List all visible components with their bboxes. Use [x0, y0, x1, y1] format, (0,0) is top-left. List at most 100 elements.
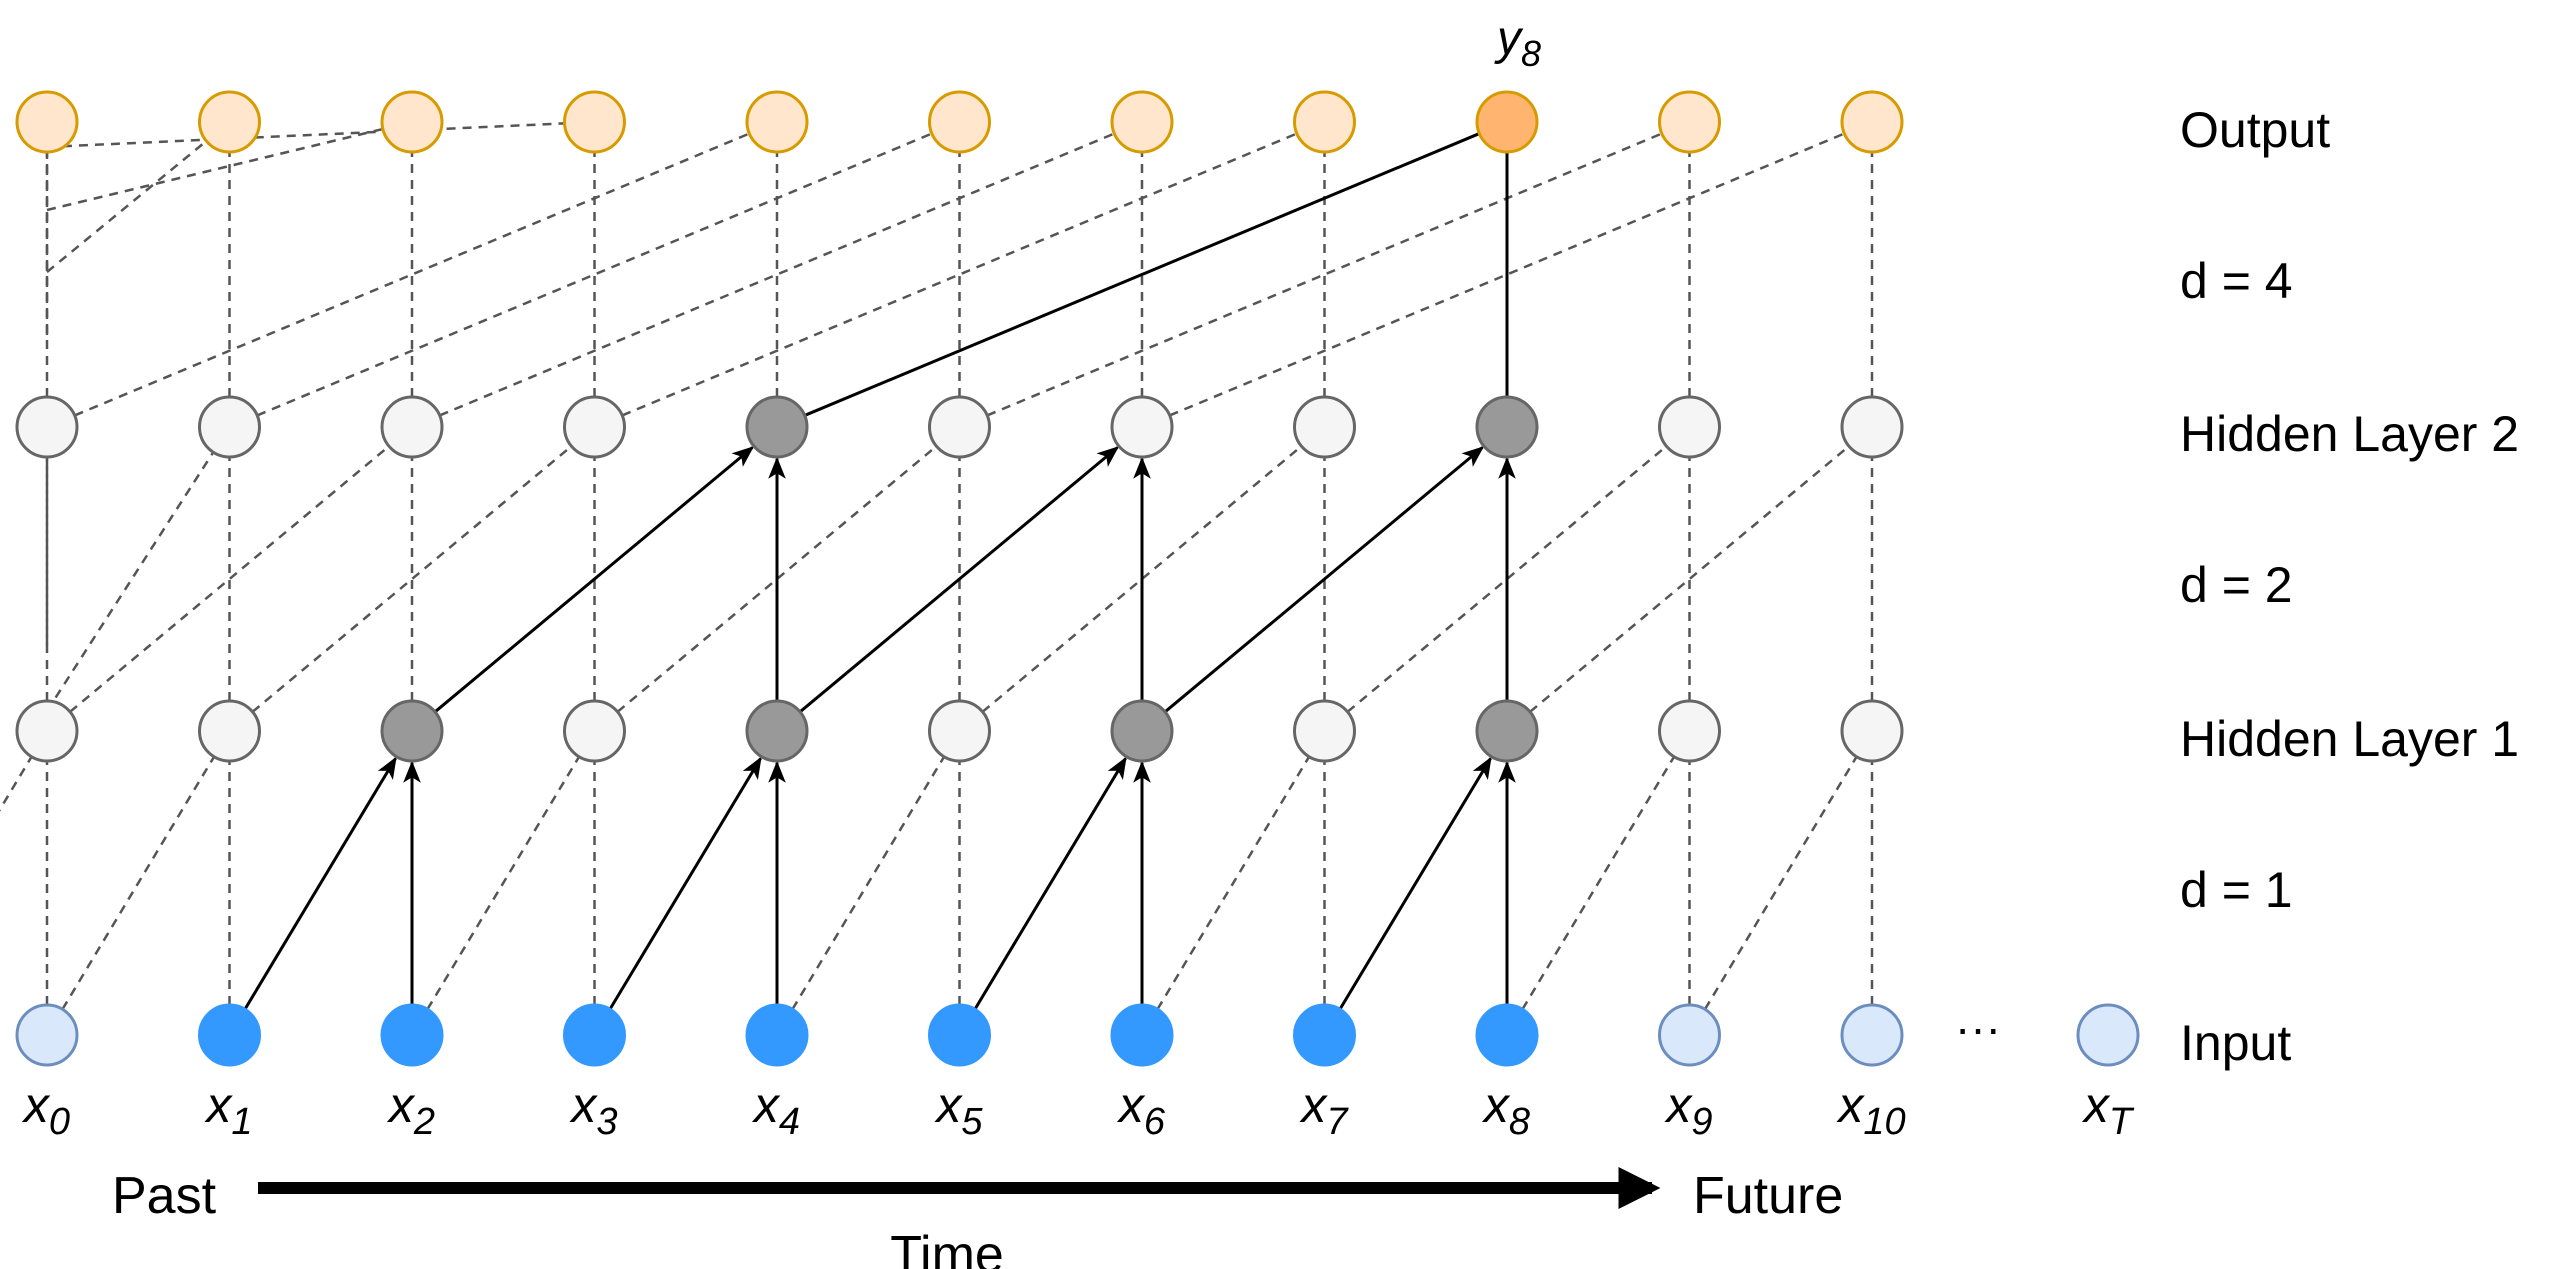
input-node-active — [1475, 1003, 1539, 1067]
network-nodes — [15, 90, 2140, 1067]
input-label-x2-sub: 2 — [413, 1101, 435, 1143]
input-label-x1-base: x — [204, 1077, 233, 1133]
arrow-h1-to-h2 — [1164, 446, 1485, 713]
input-label-xT: xT — [2082, 1077, 2135, 1143]
output-label-base: y — [1494, 12, 1524, 65]
hidden2-node — [380, 395, 444, 459]
dashed-diagonal-h2-output — [439, 132, 1115, 417]
input-node-active — [380, 1003, 444, 1067]
input-label-x4-sub: 4 — [779, 1101, 800, 1143]
layer-label-output: Output — [2180, 102, 2330, 158]
hidden1-node-active — [745, 699, 809, 763]
hidden2-node — [563, 395, 626, 459]
hidden1-node — [563, 699, 626, 763]
output-label-sub: 8 — [1521, 33, 1541, 74]
hidden2-node — [928, 395, 991, 459]
input-label-x10: x10 — [1836, 1077, 1905, 1143]
output-node — [15, 90, 79, 154]
input-node-final — [2076, 1003, 2140, 1067]
input-label-x4: x4 — [752, 1077, 800, 1143]
dashed-diagonal-h1-h2 — [251, 445, 573, 713]
input-label-x9-sub: 9 — [1691, 1101, 1712, 1143]
hidden1-node — [1293, 699, 1356, 763]
output-node — [745, 90, 809, 154]
output-y8-label: y8 — [1494, 12, 1541, 74]
output-node — [198, 90, 261, 154]
output-node — [380, 90, 444, 154]
dashed-diagonal-h2-output — [986, 132, 1663, 417]
input-label-xT-base: x — [2082, 1077, 2111, 1133]
dashed-connections — [0, 122, 1874, 1010]
input-node — [1840, 1003, 1904, 1067]
input-node-active — [928, 1003, 991, 1067]
input-label-x8: x8 — [1482, 1077, 1530, 1143]
layer-label-hidden2: Hidden Layer 2 — [2180, 406, 2519, 462]
dashed-diagonal-input-h1 — [426, 756, 581, 1010]
input-node-active — [563, 1003, 626, 1067]
layer-label-hidden1: Hidden Layer 1 — [2180, 711, 2519, 767]
input-label-x2-base: x — [387, 1077, 416, 1133]
dashed-diagonal-h1-h2 — [616, 445, 938, 713]
input-labels: x0 x1 x2 x3 x4 x5 x6 x7 x8 x9 x10 xT — [22, 1077, 2135, 1143]
output-node — [928, 90, 991, 154]
hidden1-node — [15, 699, 79, 763]
hidden1-node-active — [1110, 699, 1174, 763]
arrow-input-to-h1 — [1338, 756, 1492, 1011]
dashed-diagonal-input-h1 — [1521, 756, 1676, 1010]
input-label-x1-sub: 1 — [231, 1101, 252, 1143]
dashed-diagonal-h2-output — [1169, 132, 1845, 417]
dashed-diagonal-h1-h2 — [45, 451, 215, 712]
hidden1-node — [1840, 699, 1904, 763]
time-label: Time — [890, 1226, 1004, 1269]
input-label-x6: x6 — [1117, 1077, 1166, 1143]
hidden2-node — [1840, 395, 1904, 459]
dashed-diagonal-input-h1 — [0, 756, 33, 812]
input-node-active — [1110, 1003, 1174, 1067]
input-label-x3: x3 — [569, 1077, 617, 1143]
dashed-diagonal-input-h1 — [1156, 756, 1311, 1010]
layer-label-d1: d = 1 — [2180, 862, 2293, 918]
input-label-x5-base: x — [934, 1077, 963, 1133]
input-label-x5: x5 — [934, 1077, 983, 1143]
input-label-x10-base: x — [1836, 1077, 1865, 1133]
input-label-x7: x7 — [1299, 1077, 1349, 1143]
input-label-x9-base: x — [1664, 1077, 1693, 1133]
time-past-label: Past — [112, 1167, 217, 1225]
arrow-input-to-h1 — [973, 756, 1127, 1011]
output-node — [1293, 90, 1356, 154]
line-h2-to-output — [804, 132, 1480, 417]
output-node — [563, 90, 626, 154]
input-node — [1658, 1003, 1721, 1067]
input-label-x3-sub: 3 — [596, 1101, 617, 1143]
dashed-diagonal-h1-h2 — [1529, 445, 1850, 713]
input-label-x10-sub: 10 — [1863, 1101, 1905, 1143]
layer-label-d4: d = 4 — [2180, 253, 2293, 309]
input-label-x8-base: x — [1482, 1077, 1511, 1133]
input-label-x7-base: x — [1299, 1077, 1328, 1133]
hidden2-node-active — [745, 395, 809, 459]
output-node — [1110, 90, 1174, 154]
dashed-diagonal-h1-h2 — [1346, 445, 1668, 713]
arrow-input-to-h1 — [608, 756, 762, 1011]
hidden1-node-active — [1475, 699, 1539, 763]
input-label-x0-sub: 0 — [49, 1101, 70, 1143]
hidden1-node — [198, 699, 261, 763]
layer-label-input: Input — [2180, 1015, 2291, 1071]
arrow-input-to-h1 — [243, 756, 397, 1011]
dashed-diagonal-h1-h2 — [981, 445, 1303, 713]
input-label-xT-sub: T — [2109, 1101, 2135, 1143]
layer-label-d2: d = 2 — [2180, 557, 2293, 613]
input-label-x8-sub: 8 — [1509, 1101, 1530, 1143]
dashed-diagonal-h2-output — [621, 132, 1298, 417]
hidden1-node-active — [380, 699, 444, 763]
output-node — [1840, 90, 1904, 154]
dashed-diagonal-h2-output — [46, 140, 208, 273]
dashed-diagonal-input-h1 — [1703, 756, 1858, 1010]
output-node — [1658, 90, 1721, 154]
hidden2-node — [198, 395, 261, 459]
input-node — [15, 1003, 79, 1067]
dashed-diagonal-h2-output — [256, 132, 933, 417]
hidden2-node — [15, 395, 79, 459]
input-node-active — [745, 1003, 809, 1067]
